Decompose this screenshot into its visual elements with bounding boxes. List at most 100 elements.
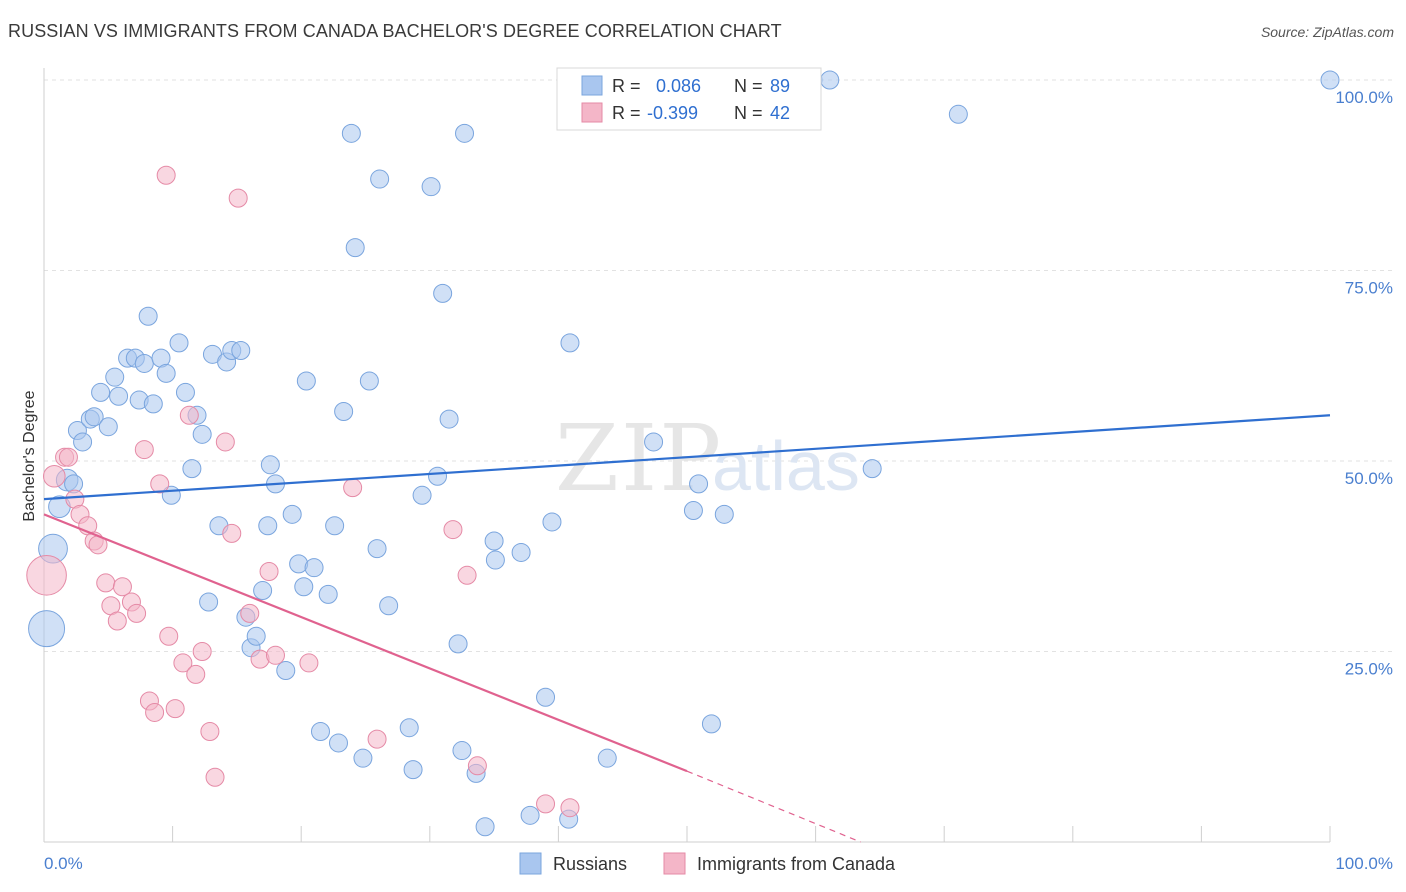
data-point [215,432,235,452]
data-point [689,474,709,494]
data-point [345,238,365,258]
data-point [520,805,540,825]
data-point [159,626,179,646]
legend-n-value-1: 89 [770,76,790,96]
y-tick-label: 75.0% [1345,279,1393,298]
legend-r-value-1: 0.086 [656,76,701,96]
data-point [299,653,319,673]
bottom-legend-swatch-russians [519,852,542,875]
data-point [98,417,118,437]
data-point [862,459,882,479]
data-point [379,596,399,616]
data-point [560,333,580,353]
data-point [109,386,129,406]
data-point [359,371,379,391]
chart-title: RUSSIAN VS IMMIGRANTS FROM CANADA BACHEL… [8,21,782,41]
x-tick-label-min: 0.0% [44,854,83,873]
y-tick-label: 100.0% [1335,88,1393,107]
data-point [156,165,176,185]
legend-n-label-2: N = [734,103,763,123]
data-point [112,577,132,597]
data-point [259,561,279,581]
data-point [134,353,154,373]
legend-r-label-2: R = [612,103,641,123]
data-point [455,123,475,143]
data-point [84,407,104,427]
data-point [169,333,189,353]
data-point [150,474,170,494]
data-point [240,603,260,623]
legend-swatch-canada [581,102,603,123]
data-point [200,722,220,742]
bottom-legend-label-canada: Immigrants from Canada [697,854,896,874]
y-tick-label: 25.0% [1345,660,1393,679]
data-point [73,432,93,452]
data-point [231,341,251,361]
data-point [560,798,580,818]
data-point [179,405,199,425]
data-point [367,539,387,559]
y-axis-title: Bachelor's Degree [21,390,38,521]
data-point [683,501,703,521]
data-point [714,504,734,524]
trend-line-extension [686,770,861,843]
x-tick-labels: 0.0% 100.0% [44,854,1393,873]
y-tick-label: 50.0% [1345,469,1393,488]
data-point [597,748,617,768]
data-point [421,177,441,197]
data-point [1320,70,1340,90]
data-point [186,664,206,684]
bottom-legend-label-russians: Russians [553,854,627,874]
data-point [370,169,390,189]
data-point [246,626,266,646]
data-point [403,760,423,780]
data-point [134,440,154,460]
watermark-atlas: atlas [712,427,860,505]
data-point [304,558,324,578]
data-point [334,401,354,421]
data-point [948,104,968,124]
data-point [325,516,345,536]
data-point [542,512,562,532]
data-point [310,722,330,742]
x-ticks [43,826,1331,842]
data-point [91,382,111,402]
legend-r-label-1: R = [612,76,641,96]
data-point [428,466,448,486]
data-point [199,592,219,612]
data-point [58,447,78,467]
data-point [182,459,202,479]
data-point [28,610,66,648]
data-point [439,409,459,429]
trend-lines [43,414,1331,843]
data-point [138,306,158,326]
legend-n-value-2: 42 [770,103,790,123]
data-point [644,432,664,452]
data-point [105,367,125,387]
y-tick-labels: 25.0% 50.0% 75.0% 100.0% [1335,88,1393,679]
x-tick-label-max: 100.0% [1335,854,1393,873]
data-point [412,485,432,505]
data-point [145,702,165,722]
data-point [258,516,278,536]
watermark: ZIP atlas [555,405,860,512]
data-point [127,603,147,623]
data-point [96,573,116,593]
data-point [484,531,504,551]
data-point [276,661,296,681]
data-point [192,642,212,661]
data-point [143,394,163,414]
data-point [341,123,361,143]
data-point [175,382,195,402]
trend-line [43,513,688,773]
data-point [343,478,363,498]
data-point [701,714,721,734]
legend-n-label-1: N = [734,76,763,96]
grid-lines [44,79,1392,652]
data-point [173,653,193,673]
data-point [253,581,273,601]
bottom-legend-swatch-canada [663,852,686,875]
data-point [367,729,387,749]
trend-line [43,414,1331,501]
